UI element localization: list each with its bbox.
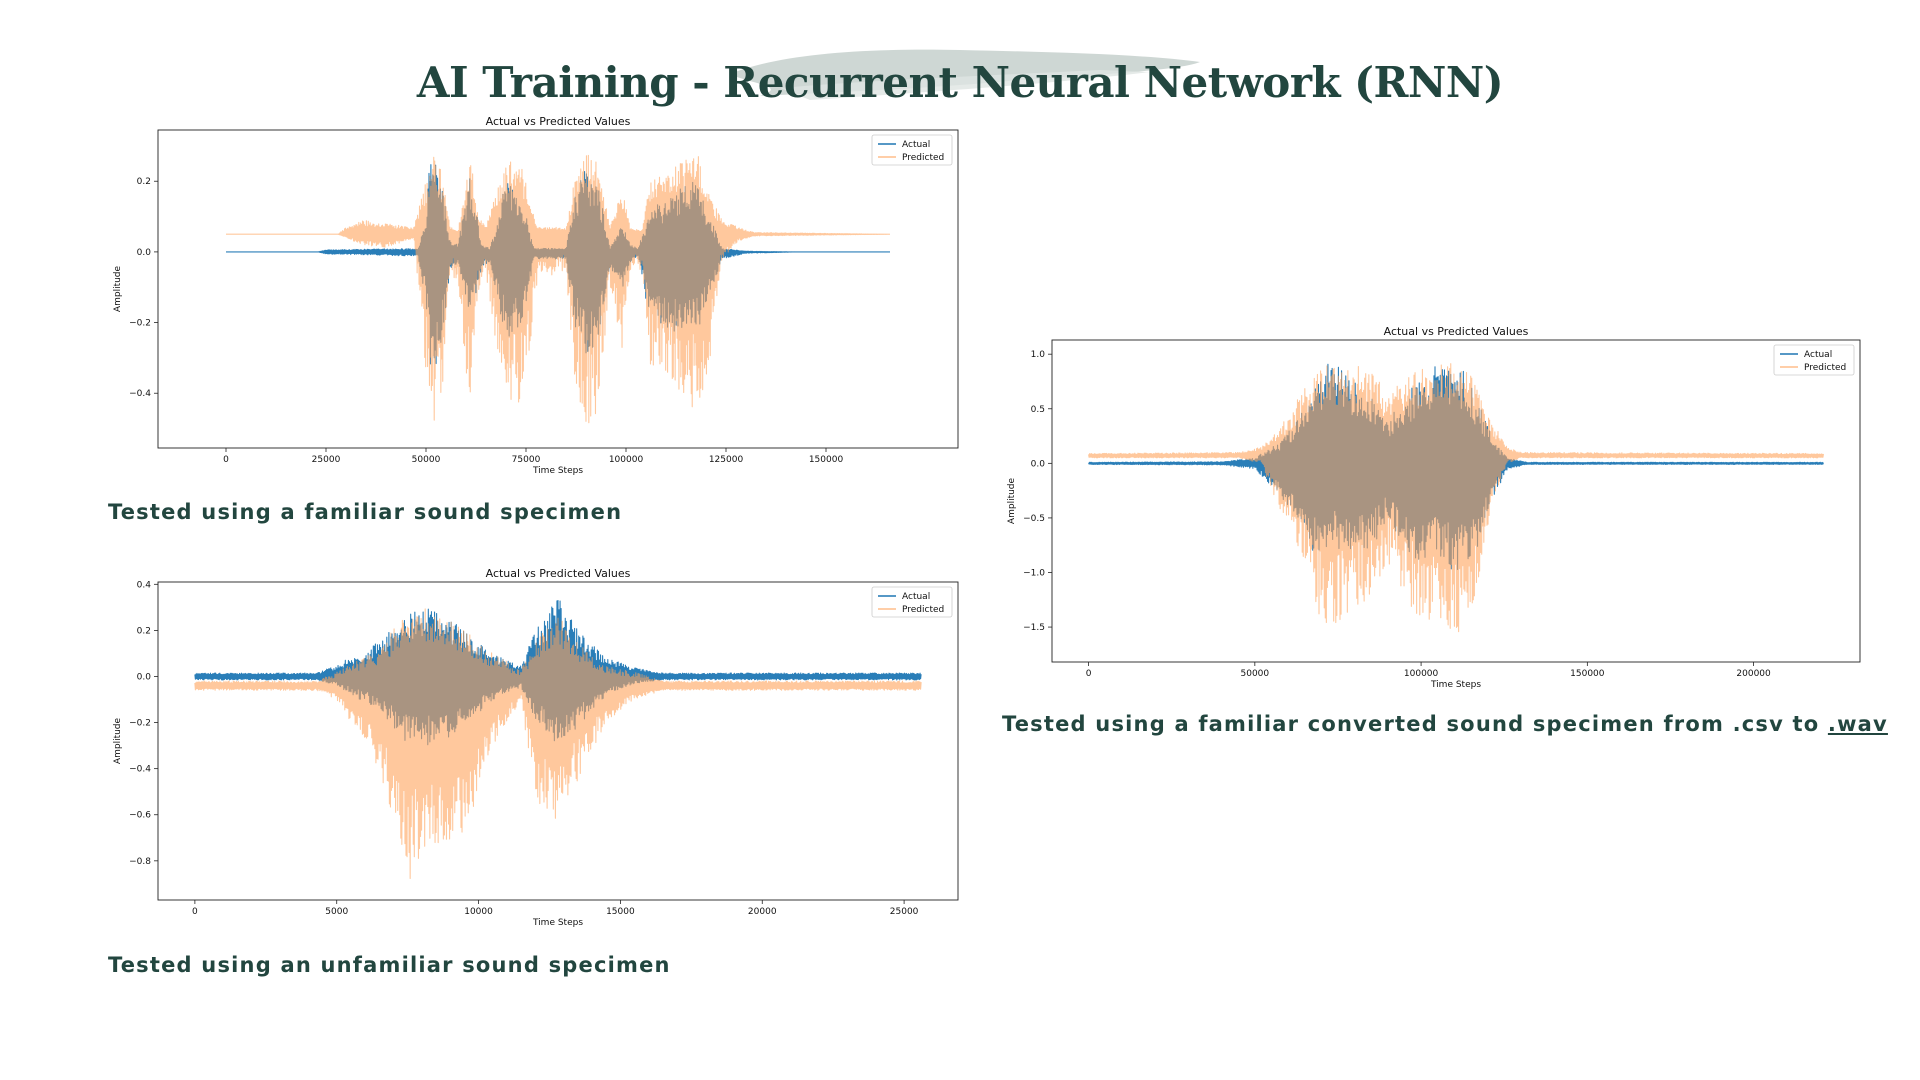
series-actual-line	[194, 600, 922, 746]
plot-area	[225, 154, 891, 424]
title-area: AI Training - Recurrent Neural Network (…	[0, 40, 1920, 130]
caption-familiar-sound: Tested using a familiar sound specimen	[108, 500, 623, 524]
y-axis-label: Amplitude	[113, 265, 123, 312]
x-tick-label: 100000	[1404, 669, 1439, 679]
plot-frame	[157, 581, 959, 901]
y-tick-label: 0.2	[137, 177, 151, 187]
y-tick-label: 1.0	[1031, 350, 1046, 360]
y-axis-label: Amplitude	[113, 717, 123, 764]
plot-frame	[157, 129, 959, 449]
caption-converted-text: Tested using a familiar converted sound …	[1002, 712, 1828, 736]
series-predicted-line	[1088, 363, 1824, 633]
caption-converted-sound: Tested using a familiar converted sound …	[1002, 712, 1888, 736]
y-tick-label: 0.0	[137, 248, 152, 258]
y-tick-label: 0.5	[1031, 405, 1045, 415]
y-tick-label: 0.2	[137, 626, 151, 636]
legend-label-actual: Actual	[902, 592, 930, 602]
legend-label-actual: Actual	[902, 140, 930, 150]
y-tick-label: −0.6	[129, 811, 151, 821]
chart-converted-sound: Actual vs Predicted Values 0 50000 100000 15…	[1007, 325, 1861, 690]
x-tick-label: 0	[192, 907, 198, 917]
legend-label-predicted: Predicted	[1804, 363, 1846, 373]
legend: Actual Predicted	[871, 134, 953, 166]
series-predicted-line	[225, 154, 891, 424]
x-tick-label: 25000	[890, 907, 919, 917]
x-tick-label: 10000	[464, 907, 493, 917]
x-tick-label: 50000	[1241, 669, 1270, 679]
plot-frame	[1051, 339, 1861, 663]
x-tick-label: 200000	[1736, 669, 1771, 679]
x-tick-label: 5000	[325, 907, 348, 917]
y-tick-label: −0.2	[129, 719, 151, 729]
y-tick-label: −0.4	[129, 389, 151, 399]
chart-title: Actual vs Predicted Values	[486, 115, 631, 128]
x-tick-label: 125000	[709, 455, 744, 465]
y-tick-label: 0.4	[137, 580, 152, 590]
brush-stroke-decoration	[730, 49, 1200, 100]
legend-label-predicted: Predicted	[902, 153, 944, 163]
x-tick-label: 15000	[606, 907, 635, 917]
x-tick-label: 75000	[512, 455, 541, 465]
plot-area	[194, 600, 922, 880]
y-axis-label: Amplitude	[1007, 477, 1017, 524]
y-tick-label: 0.0	[137, 672, 152, 682]
legend-label-actual: Actual	[1804, 350, 1832, 360]
x-axis-label: Time Steps	[1430, 680, 1481, 690]
y-tick-label: −1.5	[1023, 623, 1045, 633]
legend: Actual Predicted	[1773, 344, 1855, 376]
y-tick-label: −0.8	[129, 857, 151, 867]
x-axis-label: Time Steps	[532, 466, 583, 476]
x-tick-label: 20000	[748, 907, 777, 917]
x-tick-label: 50000	[412, 455, 441, 465]
y-tick-label: −0.2	[129, 319, 151, 329]
chart-familiar-sound: Actual vs Predicted Values 0 25000 50000 750…	[113, 115, 959, 476]
y-tick-label: −0.5	[1023, 514, 1045, 524]
x-axis-label: Time Steps	[532, 918, 583, 928]
x-tick-label: 150000	[1570, 669, 1605, 679]
chart-title: Actual vs Predicted Values	[486, 567, 631, 580]
x-tick-label: 25000	[312, 455, 341, 465]
y-tick-label: −0.4	[129, 765, 151, 775]
slide-title: AI Training - Recurrent Neural Network (…	[416, 58, 1504, 107]
chart-title: Actual vs Predicted Values	[1384, 325, 1529, 338]
chart-unfamiliar-sound: Actual vs Predicted Values 0 5000 10000 1500…	[113, 567, 959, 928]
x-tick-label: 150000	[809, 455, 844, 465]
plot-area	[1088, 363, 1824, 633]
legend-label-predicted: Predicted	[902, 605, 944, 615]
legend: Actual Predicted	[871, 586, 953, 618]
y-tick-label: 0.0	[1031, 459, 1046, 469]
x-tick-label: 0	[223, 455, 229, 465]
caption-unfamiliar-sound: Tested using an unfamiliar sound specime…	[108, 953, 671, 977]
y-tick-label: −1.0	[1023, 568, 1045, 578]
series-predicted-line	[194, 608, 922, 880]
x-tick-label: 0	[1086, 669, 1092, 679]
x-tick-label: 100000	[609, 455, 644, 465]
wav-link[interactable]: .wav	[1827, 712, 1888, 736]
